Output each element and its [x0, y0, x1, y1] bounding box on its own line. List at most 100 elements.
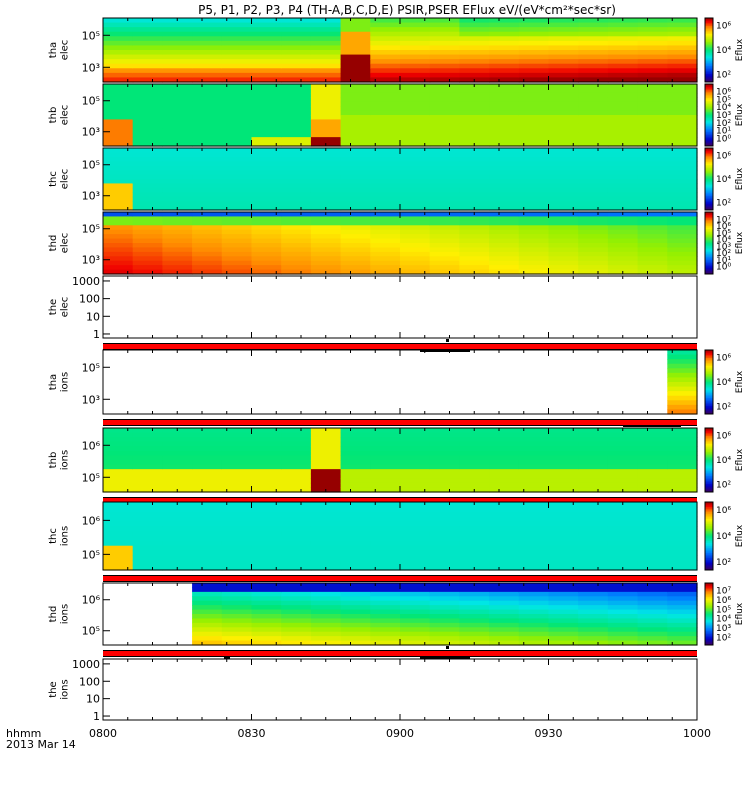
heatmap-cell: [310, 174, 342, 180]
heatmap-cell: [667, 229, 698, 235]
heatmap-cell: [667, 596, 698, 602]
heatmap-cell: [162, 511, 193, 518]
heatmap-cell: [310, 36, 342, 42]
heatmap-cell: [103, 473, 134, 479]
heatmap-cell: [310, 137, 342, 143]
heatmap-cell: [340, 110, 371, 116]
heatmap-cell: [162, 238, 193, 244]
heatmap-cell: [192, 59, 223, 65]
heatmap-cell: [400, 183, 431, 189]
colorbar-segment: [705, 104, 713, 107]
colorbar-segment: [705, 614, 713, 617]
heatmap-cell: [192, 506, 223, 513]
heatmap-cell: [192, 40, 223, 47]
heatmap-cell: [132, 152, 163, 158]
heatmap-cell: [667, 618, 698, 624]
heatmap-cell: [667, 156, 698, 162]
heatmap-cell: [459, 614, 490, 620]
heatmap-cell: [251, 251, 282, 257]
colorbar-segment: [705, 617, 713, 620]
heatmap-cell: [667, 201, 698, 207]
heatmap-cell: [340, 531, 371, 537]
heatmap-cell: [221, 77, 253, 83]
colorbar-segment: [705, 375, 713, 378]
heatmap-cell: [667, 482, 698, 489]
heatmap-cell: [400, 50, 431, 56]
heatmap-cell: [459, 179, 490, 185]
heatmap-cell: [489, 478, 520, 484]
heatmap-cell: [607, 234, 639, 240]
heatmap-cell: [667, 372, 698, 379]
heatmap-cell: [518, 106, 550, 112]
heatmap-cell: [221, 555, 253, 561]
y-tick-label: 10⁶: [82, 514, 101, 527]
heatmap-cell: [518, 123, 550, 129]
heatmap-cell: [221, 251, 253, 257]
heatmap-cell: [518, 591, 550, 597]
heatmap-cell: [340, 234, 371, 240]
heatmap-cell: [518, 432, 550, 438]
heatmap-cell: [578, 450, 609, 457]
heatmap-cell: [132, 446, 163, 452]
heatmap-cell: [192, 622, 223, 628]
heatmap-cell: [459, 609, 490, 615]
heatmap-cell: [251, 441, 282, 447]
heatmap-cell: [192, 609, 223, 615]
heatmap-cell: [221, 156, 253, 162]
heatmap-cell: [370, 478, 401, 484]
heatmap-cell: [340, 45, 371, 51]
heatmap-cell: [489, 216, 520, 222]
heatmap-cell: [103, 36, 134, 42]
colorbar-tick-label: 10²: [716, 70, 731, 80]
heatmap-cell: [221, 591, 253, 597]
colorbar-segment: [705, 192, 713, 195]
heatmap-cell: [192, 460, 223, 466]
heatmap-cell: [548, 460, 579, 466]
heatmap-cell: [251, 31, 282, 37]
heatmap-cell: [429, 640, 460, 646]
heatmap-cell: [607, 555, 639, 561]
heatmap-cell: [281, 596, 312, 602]
heatmap-cell: [489, 156, 520, 162]
heatmap-cell: [251, 54, 282, 60]
y-tick-label: 10³: [82, 190, 100, 203]
heatmap-cell: [400, 156, 431, 162]
colorbar-segment: [705, 50, 713, 53]
heatmap-cell: [192, 627, 223, 633]
heatmap-cell: [429, 192, 460, 198]
colorbar-segment: [705, 225, 713, 228]
heatmap-cell: [607, 183, 639, 189]
colorbar-frame: [704, 147, 714, 211]
heatmap-cell: [192, 97, 223, 103]
colorbar-segment: [705, 155, 713, 158]
heatmap-cell: [340, 464, 371, 470]
heatmap-cell: [637, 31, 668, 37]
heatmap-cell: [281, 511, 312, 518]
colorbar-segment: [705, 508, 713, 511]
heatmap-cell: [310, 614, 342, 620]
heatmap-cell: [518, 265, 550, 271]
heatmap-cell: [281, 123, 312, 129]
heatmap-cell: [489, 555, 520, 561]
heatmap-cell: [548, 526, 579, 532]
heatmap-cell: [548, 63, 579, 69]
heatmap-cell: [251, 640, 282, 646]
heatmap-cell: [281, 640, 312, 646]
heatmap-cell: [518, 187, 550, 193]
panel-label-species: ions: [60, 679, 71, 699]
heatmap-cell: [429, 583, 460, 589]
heatmap-cell: [221, 68, 253, 74]
colorbar-segment: [705, 372, 713, 375]
colorbar-segment: [705, 267, 713, 270]
heatmap-cell: [370, 92, 401, 98]
heatmap-cell: [429, 132, 460, 138]
heatmap-cell: [459, 40, 490, 47]
heatmap-cell: [637, 179, 668, 185]
heatmap-cell: [370, 165, 401, 171]
heatmap-cell: [340, 156, 371, 162]
heatmap-cell: [251, 473, 282, 479]
heatmap-cell: [310, 92, 342, 98]
heatmap-cell: [281, 587, 312, 593]
heatmap-cell: [281, 591, 312, 597]
